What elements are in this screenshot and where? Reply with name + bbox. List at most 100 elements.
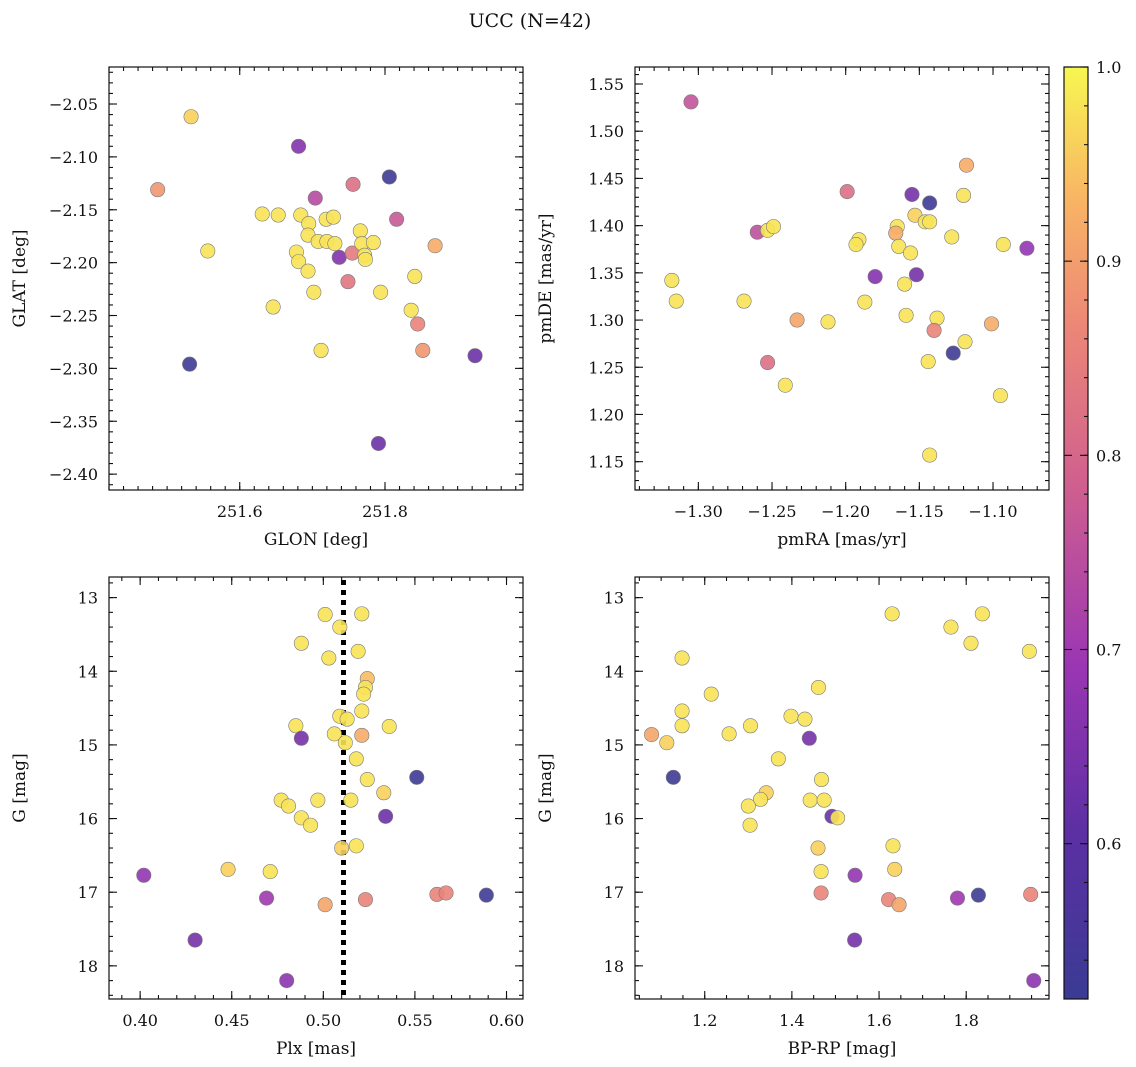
data-point <box>354 727 370 743</box>
data-point <box>963 635 979 651</box>
data-point <box>259 890 275 906</box>
data-point <box>200 243 216 259</box>
glon-glat-panel: 251.6 251.8 −2.05 −2.10 −2.15 −2.20 −2.25 −2.30… <box>10 66 524 550</box>
data-point <box>992 388 1008 404</box>
data-point <box>703 686 719 702</box>
data-point <box>182 356 198 372</box>
y-tick-label: 1.35 <box>588 264 624 283</box>
data-point <box>334 840 350 856</box>
y-axis-label: G [mag] <box>536 753 556 822</box>
data-point <box>270 207 286 223</box>
data-point <box>813 885 829 901</box>
y-tick-label: −2.10 <box>49 148 98 167</box>
data-point <box>857 294 873 310</box>
data-point <box>293 635 309 651</box>
data-point <box>381 169 397 185</box>
data-point <box>929 310 945 326</box>
data-point <box>300 263 316 279</box>
data-point <box>409 769 425 785</box>
data-point <box>668 293 684 309</box>
x-tick-label: 251.6 <box>217 502 263 521</box>
data-point <box>345 176 361 192</box>
data-point <box>742 718 758 734</box>
data-point <box>674 718 690 734</box>
data-point <box>920 354 936 370</box>
data-point <box>926 322 942 338</box>
axes-frame <box>634 576 1050 1000</box>
y-tick-label: 1.15 <box>588 453 624 472</box>
data-point <box>327 236 343 252</box>
data-point <box>898 307 914 323</box>
data-point <box>478 887 494 903</box>
data-point <box>802 792 818 808</box>
data-point <box>220 861 236 877</box>
x-tick-label: 1.2 <box>692 1011 717 1030</box>
axes-frame <box>634 66 1050 491</box>
data-point <box>359 772 375 788</box>
x-tick-label: 0.40 <box>122 1011 158 1030</box>
data-point <box>974 606 990 622</box>
axes-frame <box>108 66 524 491</box>
colorbar-tick-label: 0.7 <box>1096 641 1121 660</box>
y-tick-label: 18 <box>78 957 98 976</box>
data-point <box>307 190 323 206</box>
data-point <box>847 867 863 883</box>
data-point <box>765 219 781 235</box>
data-point <box>348 838 364 854</box>
data-point <box>839 184 855 200</box>
x-tick-label: −1.30 <box>674 502 723 521</box>
data-point <box>958 157 974 173</box>
data-point <box>753 791 769 807</box>
x-tick-label: 1.6 <box>866 1011 891 1030</box>
data-point <box>1023 886 1039 902</box>
data-point <box>415 342 431 358</box>
y-tick-label: 17 <box>78 883 98 902</box>
data-point <box>995 237 1011 253</box>
y-tick-label: −2.40 <box>49 465 98 484</box>
data-point <box>957 334 973 350</box>
data-point <box>742 817 758 833</box>
data-point <box>885 838 901 854</box>
data-point <box>783 708 799 724</box>
data-point <box>721 726 737 742</box>
y-tick-label: 15 <box>604 736 624 755</box>
data-point <box>820 314 836 330</box>
data-point <box>847 932 863 948</box>
data-point <box>326 726 342 742</box>
data-point <box>664 272 680 288</box>
data-point <box>813 864 829 880</box>
data-point <box>407 268 423 284</box>
data-point <box>816 792 832 808</box>
data-point <box>984 316 1000 332</box>
data-point <box>760 355 776 371</box>
data-point <box>262 864 278 880</box>
data-point <box>777 377 793 393</box>
data-point <box>339 711 355 727</box>
y-axis-label: GLAT [deg] <box>10 229 30 327</box>
x-tick-label: 0.45 <box>214 1011 250 1030</box>
y-tick-label: 13 <box>604 589 624 608</box>
data-point <box>683 94 699 110</box>
data-point <box>352 223 368 239</box>
data-point <box>325 209 341 225</box>
y-tick-label: 1.20 <box>588 405 624 424</box>
data-point <box>281 798 297 814</box>
y-tick-label: 16 <box>78 810 98 829</box>
data-point <box>903 245 919 261</box>
x-axis-label: pmRA [mas/yr] <box>777 530 906 550</box>
y-axis-label: pmDE [mas/yr] <box>536 213 556 343</box>
x-axis-label: Plx [mas] <box>276 1039 356 1059</box>
y-tick-label: 17 <box>604 883 624 902</box>
data-point <box>943 619 959 635</box>
data-point <box>867 269 883 285</box>
data-point <box>354 703 370 719</box>
axes-frame <box>108 576 524 1000</box>
pmra-pmde-panel: −1.30 −1.25 −1.20 −1.15 −1.10 1.15 1.20 1.25 1.3… <box>536 66 1050 550</box>
y-tick-label: 1.50 <box>588 122 624 141</box>
data-point <box>644 727 660 743</box>
data-point <box>265 299 281 315</box>
data-point <box>313 342 329 358</box>
data-point <box>254 206 270 222</box>
x-tick-label: 251.8 <box>362 502 408 521</box>
